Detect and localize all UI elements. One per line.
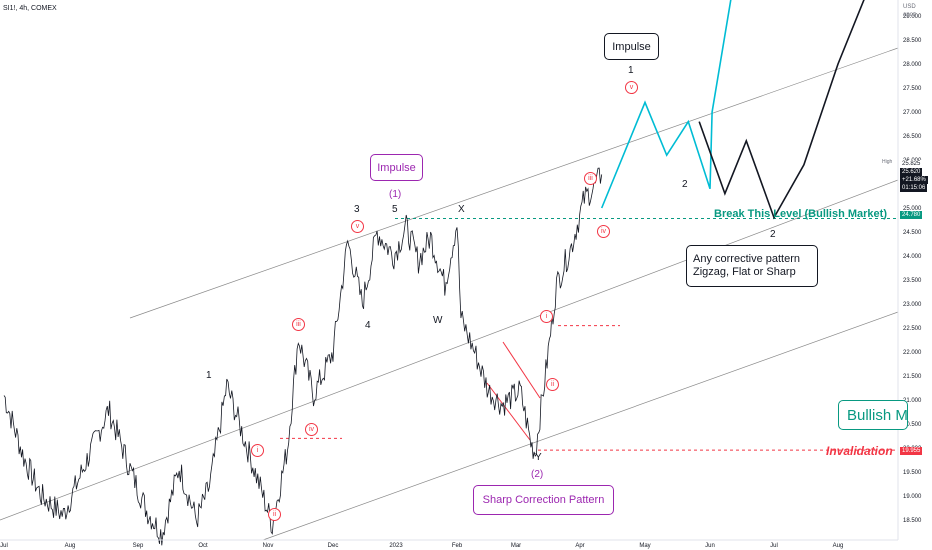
y-tick-label: 24.500 [903, 230, 922, 236]
x-tick-label: Aug [833, 543, 844, 549]
price-line [3, 167, 603, 546]
impulse-box-left: Impulse [370, 154, 423, 181]
break-level-label: Break This Level (Bullish Market) [714, 208, 887, 220]
y-tick-label: 27.000 [903, 110, 922, 116]
circled-iv-left: iv [305, 423, 318, 436]
y-tick-label: 23.500 [903, 278, 922, 284]
y-tick-label: 19.000 [903, 494, 922, 500]
x-tick-label: 2023 [389, 543, 403, 549]
y-tick-label: 24.000 [903, 254, 922, 260]
y-axis-currency: USD apoz [903, 3, 916, 19]
x-tick-label: Jun [705, 543, 715, 549]
y-tick-label: 25.000 [903, 206, 922, 212]
x-tick-label: May [639, 543, 650, 549]
circled-v-right: v [625, 81, 638, 94]
x-tick-label: Aug [65, 543, 76, 549]
wave-label-1-right: 1 [628, 65, 634, 76]
projection-paths [600, 0, 865, 220]
x-tick-label: Apr [575, 543, 584, 549]
y-tick-label: 22.500 [903, 326, 922, 332]
high-label: High [882, 159, 893, 165]
corrective-line-2: Zigzag, Flat or Sharp [693, 266, 796, 278]
x-tick-label: Jul [770, 543, 778, 549]
projection-black [698, 0, 865, 220]
impulse-box-top: Impulse [604, 33, 659, 60]
channel-line [0, 179, 899, 521]
circled-v-left: v [351, 220, 364, 233]
horizontal-levels [280, 218, 898, 451]
wave-label-2-teal: 2 [682, 179, 688, 190]
price-series [3, 167, 603, 546]
wave-label-1-paren: (1) [389, 189, 402, 200]
price-tag-change: +21.68% [900, 176, 928, 184]
corrective-line-1: Any corrective pattern [693, 253, 800, 265]
currency: USD [903, 4, 916, 10]
y-tick-label: 19.500 [903, 470, 922, 476]
x-tick-label: Nov [263, 543, 274, 549]
corrective-pattern-box: Any corrective pattern Zigzag, Flat or S… [686, 245, 818, 287]
y-axis: 29.00028.50028.00027.50027.00026.50026.0… [897, 0, 922, 540]
y-tick-label: 26.500 [903, 134, 922, 140]
y-tick-label: 21.500 [903, 374, 922, 380]
wave-label-1-left: 1 [206, 370, 212, 381]
circled-iv-right: iv [597, 225, 610, 238]
x-tick-label: Jul [0, 543, 8, 549]
price-tag-last: 25.620 [900, 168, 923, 176]
y-tick-label: 23.000 [903, 302, 922, 308]
y-tick-label: 27.500 [903, 86, 922, 92]
wave-label-y: Y [535, 452, 542, 463]
wave-label-5: 5 [392, 204, 398, 215]
price-tag-invalidation: 19.955 [900, 447, 923, 455]
sharp-correction-box: Sharp Correction Pattern [473, 485, 614, 515]
wave-label-x: X [458, 204, 465, 215]
channel-line [129, 47, 899, 319]
x-tick-label: Oct [198, 543, 208, 549]
correction-trendline [486, 382, 531, 441]
y-tick-label: 21.000 [903, 398, 922, 404]
circled-ii-right: ii [546, 378, 559, 391]
wave-label-w: W [433, 315, 443, 326]
invalidation-label: Invalidation [826, 444, 893, 458]
projection-teal [600, 0, 732, 209]
wave-label-4: 4 [365, 320, 371, 331]
price-tag-break: 24.780 [900, 211, 923, 219]
price-tag-timer: 01:15:06 [900, 184, 928, 192]
circled-i-right: i [540, 310, 553, 323]
trend-channels [0, 47, 899, 541]
x-tick-label: Dec [328, 543, 339, 549]
channel-line [262, 311, 899, 541]
wave-label-3: 3 [354, 204, 360, 215]
y-tick-label: 20.500 [903, 422, 922, 428]
y-tick-label: 28.000 [903, 62, 922, 68]
wave-label-2-black: 2 [770, 229, 776, 240]
circled-ii-left: ii [268, 508, 281, 521]
x-tick-label: Sep [133, 543, 144, 549]
x-axis: Jul Aug Sep Oct Nov Dec 2023 Feb Mar Apr May Jun Jul… [0, 539, 898, 549]
y-tick-label: 18.500 [903, 518, 922, 524]
correction-trendlines [486, 341, 541, 441]
circled-iii-right: iii [584, 172, 597, 185]
wave-label-2-paren: (2) [531, 469, 544, 480]
y-tick-label: 29.000 [903, 14, 922, 20]
circled-iii-left: iii [292, 318, 305, 331]
chart-title: SI1!, 4h, COMEX [3, 5, 57, 12]
x-tick-label: Mar [511, 543, 521, 549]
currency-note: apoz [903, 12, 917, 18]
x-tick-label: Feb [452, 543, 463, 549]
circled-i-left: i [251, 444, 264, 457]
price-tag-high: 25.825 [900, 160, 923, 168]
y-tick-label: 28.500 [903, 38, 922, 44]
y-tick-label: 22.000 [903, 350, 922, 356]
correction-trendline [502, 341, 541, 399]
bullish-market-box: Bullish M [838, 400, 908, 430]
